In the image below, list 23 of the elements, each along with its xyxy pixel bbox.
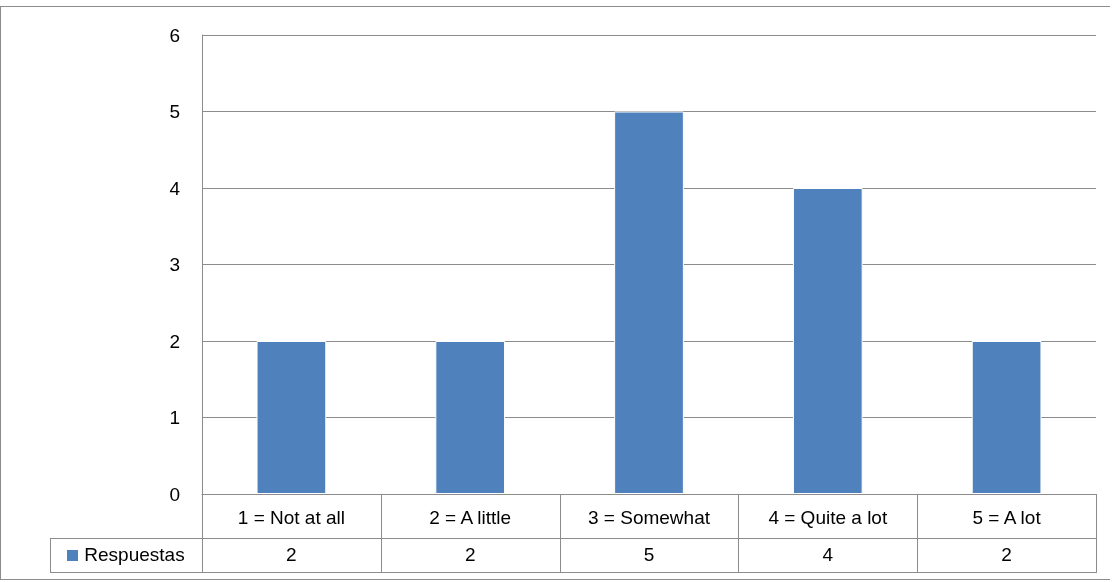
data-label: 5	[642, 543, 656, 567]
y-tick-label: 6	[169, 24, 180, 46]
data-label: 4	[821, 543, 835, 567]
bar	[435, 341, 506, 494]
data-label: 2	[463, 543, 477, 567]
data-label: 2	[285, 543, 298, 567]
y-tick-label: 4	[169, 177, 181, 199]
bar	[792, 188, 863, 494]
bar	[614, 111, 684, 494]
data-label: 2	[1000, 543, 1013, 567]
bar	[971, 341, 1042, 494]
bar	[256, 341, 327, 494]
y-tick-label: 3	[169, 254, 180, 275]
x-tick-label: 2 = A little	[429, 507, 512, 528]
x-tick-label: 3 = Somewhat	[588, 507, 711, 528]
y-tick-label: 0	[169, 483, 180, 505]
x-tick-label: 1 = Not at all	[237, 507, 345, 528]
y-tick-label: 5	[169, 101, 180, 122]
y-tick-label: 1	[169, 407, 180, 428]
legend-label: Respuestas	[83, 543, 186, 567]
x-tick-label: 5 = A lot	[972, 507, 1042, 528]
x-tick-label: 4 = Quite a lot	[768, 507, 888, 528]
y-tick-label: 2	[169, 330, 180, 352]
